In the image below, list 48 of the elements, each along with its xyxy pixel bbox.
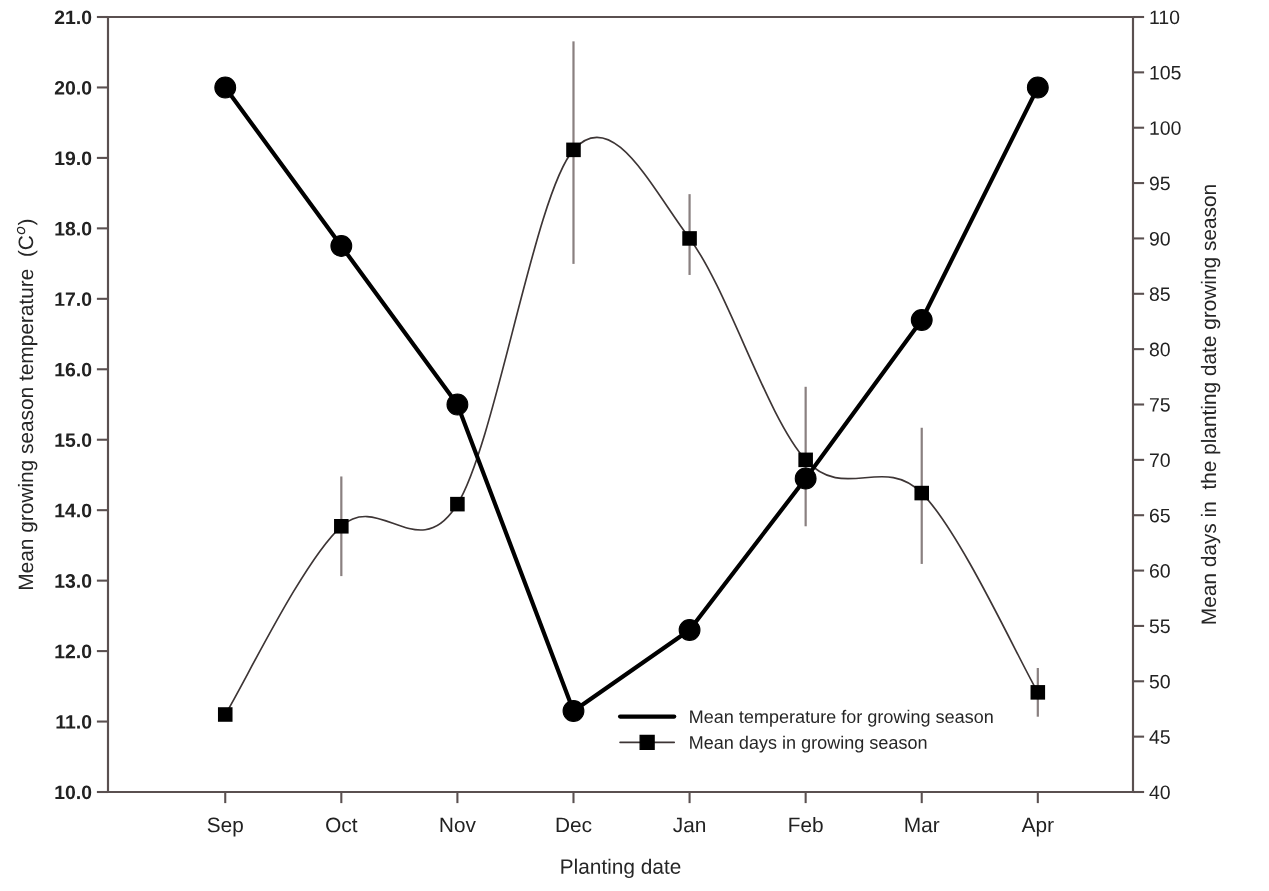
y2-tick-label: 100 <box>1150 121 1181 135</box>
y2-axis-title: Mean days in the planting date growing season <box>1200 185 1221 624</box>
point <box>1026 76 1049 99</box>
x-tick-label: Oct <box>326 817 358 833</box>
y2-tick-label: 90 <box>1149 231 1170 246</box>
y-tick-label: 21.0 <box>54 10 92 25</box>
x-tick-label: Jan <box>673 817 706 833</box>
y-tick-label: 14.0 <box>55 503 92 518</box>
y2-tick-label: 55 <box>1149 619 1170 634</box>
x-tick-label: Mar <box>905 817 940 833</box>
y2-tick-label: 65 <box>1149 508 1170 523</box>
y2-tick-label: 95 <box>1149 176 1170 191</box>
y-tick-label: 18.0 <box>55 221 92 236</box>
y-tick-label: 20.0 <box>54 80 92 95</box>
point <box>678 619 701 641</box>
y2-tick-label: 40 <box>1149 785 1170 800</box>
x-tick-label: Feb <box>789 817 823 833</box>
point <box>446 393 469 416</box>
y2-tick-label: 50 <box>1149 674 1170 689</box>
point <box>330 235 353 257</box>
point <box>794 467 817 490</box>
y2-tick-label: 60 <box>1149 564 1170 578</box>
y-tick-label: 11.0 <box>56 715 92 729</box>
point <box>910 309 933 331</box>
x-tick-label: Nov <box>440 817 476 833</box>
y2-tick-label: 75 <box>1149 398 1170 412</box>
legend-label: Mean days in growing season <box>690 735 927 753</box>
y-tick-label: 15.0 <box>55 433 92 447</box>
y-axis-title: Mean growing season temperature (C$^{o}$) <box>16 219 38 589</box>
y2-tick-label: 105 <box>1150 65 1181 80</box>
y2-tick-label: 110 <box>1150 10 1180 25</box>
y-tick-label: 16.0 <box>55 362 92 377</box>
y2-tick-label: 85 <box>1149 287 1170 302</box>
x-axis-title: Planting date <box>561 858 681 879</box>
y2-tick-label: 80 <box>1149 342 1170 357</box>
y-tick-label: 13.0 <box>55 574 92 588</box>
x-tick-label: Apr <box>1021 817 1054 837</box>
legend-label: Mean temperature for growing season <box>690 709 993 727</box>
y-tick-label: 12.0 <box>55 644 92 659</box>
point <box>214 76 237 99</box>
x-tick-label: Sep <box>207 817 243 837</box>
y2-tick-label: 70 <box>1149 453 1170 468</box>
y-tick-label: 19.0 <box>55 151 92 166</box>
y-tick-label: 17.0 <box>55 292 92 307</box>
y2-tick-label: 45 <box>1149 730 1170 744</box>
x-tick-label: Dec <box>556 817 592 833</box>
point <box>562 700 585 722</box>
y-tick-label: 10.0 <box>55 785 92 800</box>
